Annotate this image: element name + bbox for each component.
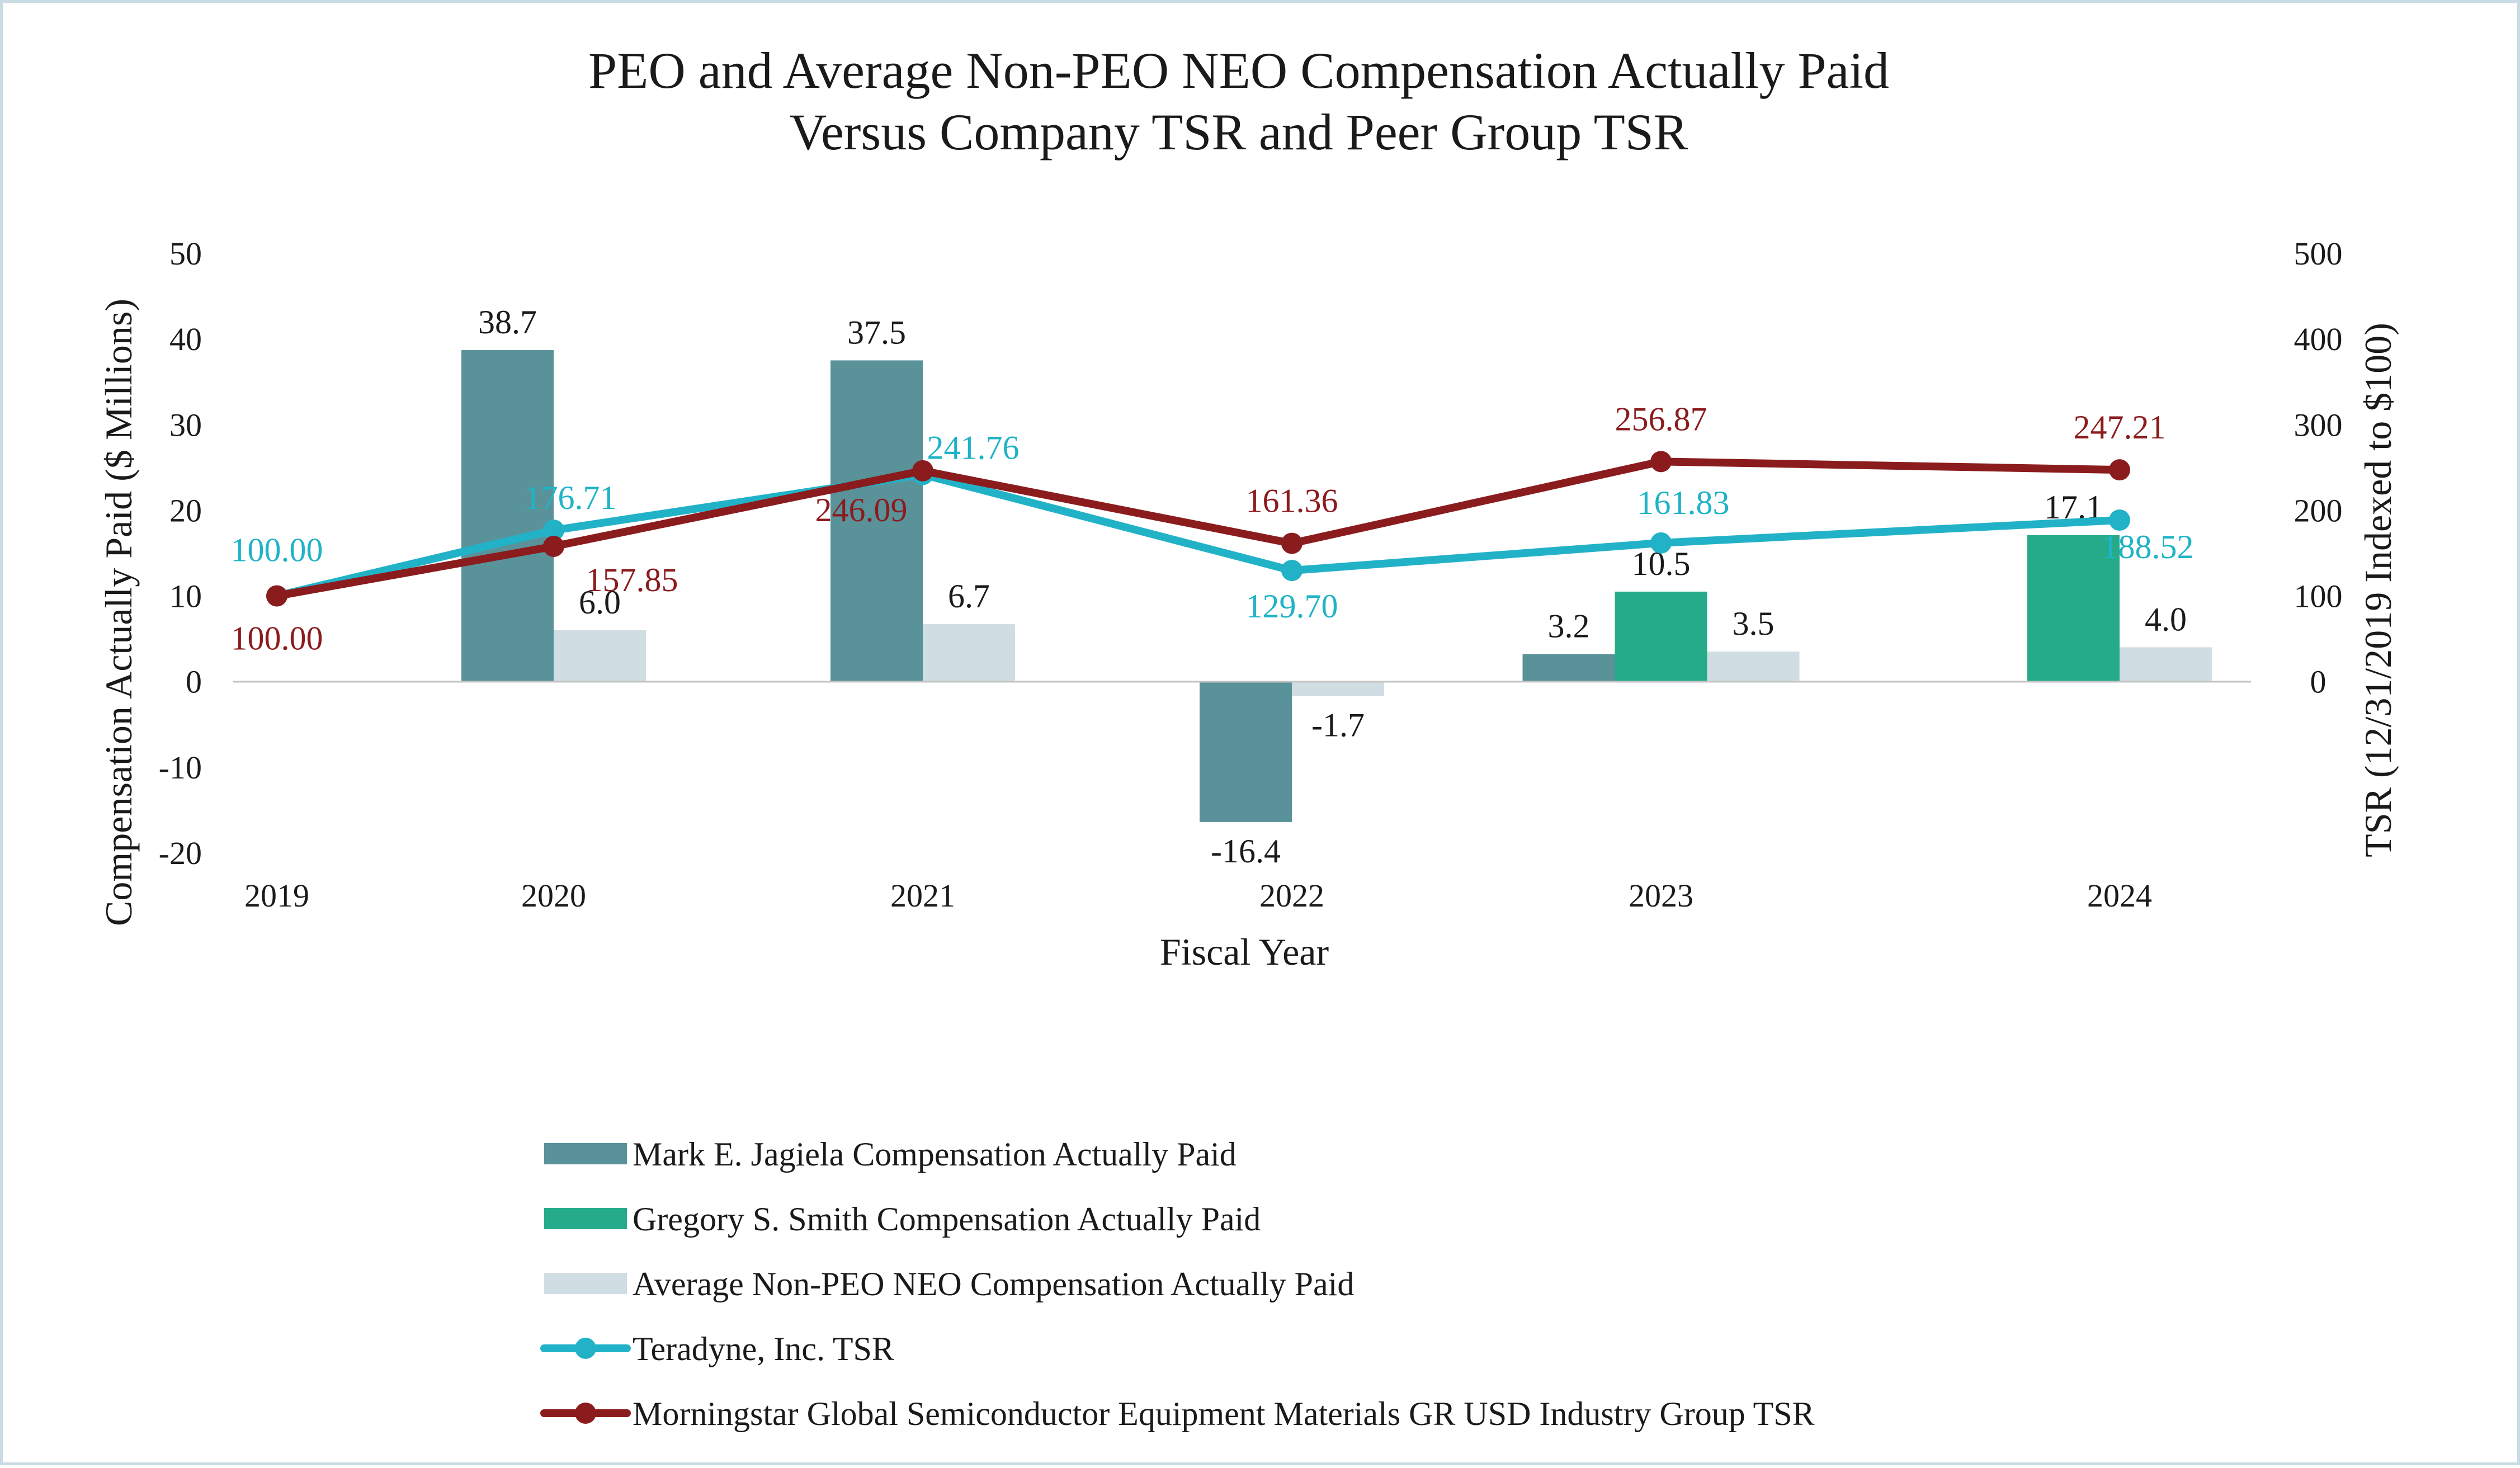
- line-value-label: 256.87: [1615, 400, 1707, 437]
- right-axis-ticks: 500 400 300 200 100 0: [2294, 235, 2343, 700]
- legend: Mark E. Jagiela Compensation Actually Pa…: [540, 1136, 1815, 1432]
- line-value-label: 129.70: [1246, 588, 1338, 625]
- x-tick-label: 2024: [2087, 877, 2152, 914]
- left-tick-label: 40: [169, 321, 202, 357]
- left-axis-title: Compensation Actually Paid ($ Millions): [97, 299, 140, 926]
- x-tick-label: 2021: [890, 877, 955, 914]
- bar-value-label: 38.7: [478, 304, 537, 341]
- right-tick-label: 400: [2294, 321, 2343, 357]
- bar: [1522, 654, 1615, 682]
- line-point: [266, 585, 287, 607]
- right-axis-title: TSR (12/31/2019 Indexed to $100): [2357, 323, 2399, 857]
- bar: [2120, 647, 2212, 682]
- series-line: [273, 457, 2123, 600]
- x-axis-title: Fiscal Year: [1160, 931, 1329, 973]
- line-point: [543, 535, 564, 557]
- bar: [830, 360, 923, 682]
- bar-value-label: -16.4: [1211, 833, 1281, 870]
- bar: [1200, 681, 1292, 822]
- bar-value-label: 4.0: [2145, 601, 2187, 638]
- legend-marker: [575, 1403, 596, 1424]
- bar-data-labels: 38.76.037.56.7-16.4-1.73.210.53.517.14.0: [478, 304, 2187, 870]
- line-value-label: 161.36: [1246, 483, 1338, 520]
- bar: [1707, 652, 1800, 682]
- left-tick-label: -10: [159, 749, 202, 786]
- line-point: [1650, 451, 1672, 473]
- bar-value-label: -1.7: [1311, 707, 1365, 744]
- right-tick-label: 300: [2294, 407, 2343, 443]
- line-point: [2109, 459, 2130, 481]
- x-tick-label: 2020: [521, 877, 586, 914]
- line-point: [1281, 560, 1303, 582]
- bar: [1615, 591, 1707, 682]
- left-axis-ticks: 50 40 30 20 10 0 -10 -20: [159, 235, 202, 871]
- x-axis-ticks: 2019 2020 2021 2022 2023 2024: [244, 877, 2152, 914]
- legend-label: Mark E. Jagiela Compensation Actually Pa…: [633, 1136, 1237, 1173]
- left-tick-label: 50: [169, 235, 202, 272]
- left-tick-label: -20: [159, 835, 202, 871]
- line-value-label: 157.85: [586, 561, 678, 598]
- line-value-label: 241.76: [927, 429, 1020, 466]
- bar: [554, 630, 646, 682]
- legend-swatch: [544, 1273, 627, 1294]
- chart-subtitle: Versus Company TSR and Peer Group TSR: [790, 103, 1688, 161]
- line-value-label: 176.71: [525, 479, 617, 516]
- legend-label: Morningstar Global Semiconductor Equipme…: [633, 1395, 1815, 1432]
- line-value-label: 246.09: [815, 492, 908, 528]
- line-point: [912, 460, 933, 482]
- bar: [461, 350, 554, 682]
- line-data-labels: 100.00 176.71 241.76 129.70 161.83 188.52 100.…: [231, 400, 2194, 657]
- left-tick-label: 0: [186, 664, 202, 700]
- line-value-label: 100.00: [231, 620, 323, 657]
- legend-label: Teradyne, Inc. TSR: [633, 1330, 894, 1367]
- x-tick-label: 2022: [1259, 877, 1324, 914]
- line-value-label: 247.21: [2074, 409, 2166, 446]
- x-tick-label: 2019: [244, 877, 309, 914]
- legend-marker: [575, 1338, 596, 1359]
- line-point: [1650, 532, 1672, 554]
- right-tick-label: 500: [2294, 235, 2343, 272]
- bar-series: [461, 350, 2212, 822]
- line-point: [543, 520, 564, 541]
- legend-swatch: [544, 1208, 627, 1229]
- line-value-label: 188.52: [2102, 528, 2194, 565]
- bar-value-label: 3.2: [1548, 608, 1590, 645]
- left-tick-label: 30: [169, 407, 202, 443]
- bar-value-label: 6.7: [948, 578, 990, 615]
- bar: [923, 624, 1015, 682]
- bar: [1292, 681, 1384, 696]
- series-line: [273, 470, 2123, 600]
- right-tick-label: 200: [2294, 492, 2343, 528]
- line-value-label: 100.00: [231, 532, 323, 569]
- line-point: [1281, 532, 1303, 554]
- bar-value-label: 6.0: [579, 584, 621, 621]
- right-tick-label: 0: [2310, 664, 2326, 700]
- legend-label: Average Non-PEO NEO Compensation Actuall…: [633, 1266, 1354, 1302]
- x-tick-label: 2023: [1629, 877, 1693, 914]
- bar: [2027, 535, 2120, 682]
- legend-label: Gregory S. Smith Compensation Actually P…: [633, 1201, 1261, 1238]
- right-tick-label: 100: [2294, 578, 2343, 615]
- bar-value-label: 37.5: [847, 314, 906, 351]
- line-point: [2109, 509, 2130, 531]
- left-tick-label: 10: [169, 578, 202, 615]
- line-series: [266, 451, 2130, 607]
- left-tick-label: 20: [169, 492, 202, 528]
- chart-canvas: PEO and Average Non-PEO NEO Compensation…: [97, 42, 2399, 1432]
- bar-value-label: 3.5: [1733, 605, 1775, 642]
- chart-title: PEO and Average Non-PEO NEO Compensation…: [588, 42, 1889, 99]
- line-value-label: 161.83: [1637, 484, 1730, 521]
- legend-swatch: [544, 1143, 627, 1164]
